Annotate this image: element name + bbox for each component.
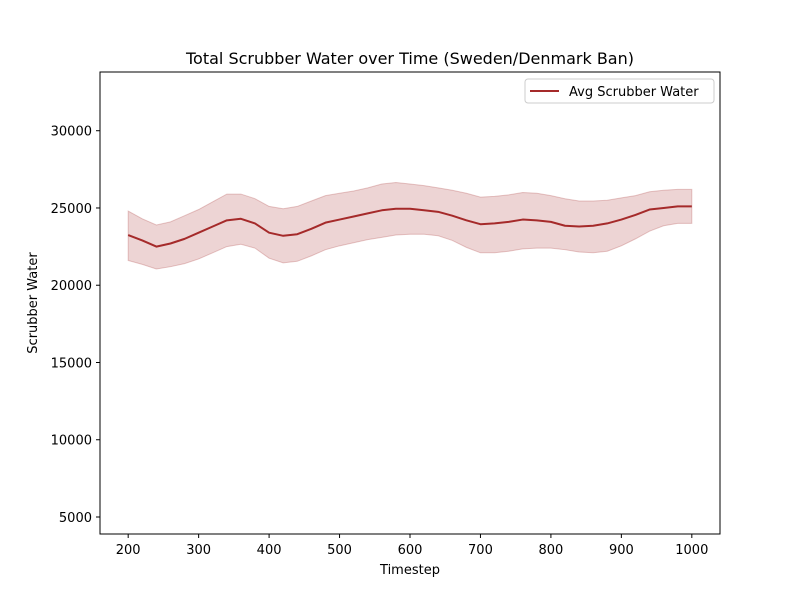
data-point: [353, 216, 354, 217]
legend-label: Avg Scrubber Water: [569, 85, 699, 100]
x-axis-label: Timestep: [379, 563, 440, 578]
data-point: [198, 232, 199, 233]
legend: Avg Scrubber Water: [524, 78, 715, 104]
data-point: [339, 219, 340, 220]
data-point: [466, 220, 467, 221]
y-axis: 5000 10000 15000 20000 25000 30000: [51, 125, 100, 526]
data-point: [255, 223, 256, 224]
y-tick-label: 10000: [51, 434, 92, 449]
series-line-layer: [127, 205, 692, 248]
data-point: [677, 206, 678, 207]
x-tick-label: 900: [609, 543, 634, 558]
data-point: [635, 214, 636, 215]
data-point: [381, 210, 382, 211]
x-tick-label: 400: [257, 543, 282, 558]
data-point: [480, 224, 481, 225]
series-line-avg-scrubber-water: [127, 205, 692, 248]
data-point: [663, 207, 664, 208]
x-tick-label: 800: [538, 543, 563, 558]
data-point: [424, 210, 425, 211]
data-point: [325, 222, 326, 223]
legend-box: [524, 78, 715, 104]
data-point: [649, 209, 650, 210]
data-point: [565, 225, 566, 226]
y-axis-label: Scrubber Water: [26, 252, 41, 354]
x-tick-label: 1000: [675, 543, 708, 558]
data-point: [297, 234, 298, 235]
x-tick-label: 700: [468, 543, 493, 558]
data-point: [156, 246, 157, 247]
y-tick-label: 25000: [51, 202, 92, 217]
confidence-band-layer: [127, 181, 693, 270]
data-point: [128, 235, 129, 236]
data-point: [142, 240, 143, 241]
data-point: [367, 213, 368, 214]
data-point: [283, 235, 284, 236]
data-point: [508, 221, 509, 222]
data-point: [212, 226, 213, 227]
data-point: [438, 211, 439, 212]
confidence-band: [127, 181, 693, 270]
y-tick-label: 15000: [51, 356, 92, 371]
data-point: [240, 218, 241, 219]
data-point: [311, 228, 312, 229]
data-point: [621, 219, 622, 220]
data-point: [184, 238, 185, 239]
data-point: [410, 208, 411, 209]
x-tick-label: 500: [327, 543, 352, 558]
data-point: [269, 232, 270, 233]
data-point: [579, 226, 580, 227]
x-axis: 200 300 400 500 600 700 800 900 1000: [116, 534, 708, 558]
data-point: [691, 206, 692, 207]
data-point: [170, 243, 171, 244]
x-tick-label: 600: [398, 543, 423, 558]
data-point: [452, 215, 453, 216]
data-point: [226, 220, 227, 221]
data-point: [607, 223, 608, 224]
chart-title: Total Scrubber Water over Time (Sweden/D…: [185, 49, 634, 68]
data-point: [522, 219, 523, 220]
data-point: [494, 223, 495, 224]
data-point: [536, 220, 537, 221]
y-tick-label: 30000: [51, 125, 92, 140]
y-tick-label: 5000: [59, 511, 92, 526]
x-tick-label: 200: [116, 543, 141, 558]
data-point: [395, 208, 396, 209]
data-point: [550, 221, 551, 222]
y-tick-label: 20000: [51, 279, 92, 294]
x-tick-label: 300: [186, 543, 211, 558]
data-point: [593, 225, 594, 226]
